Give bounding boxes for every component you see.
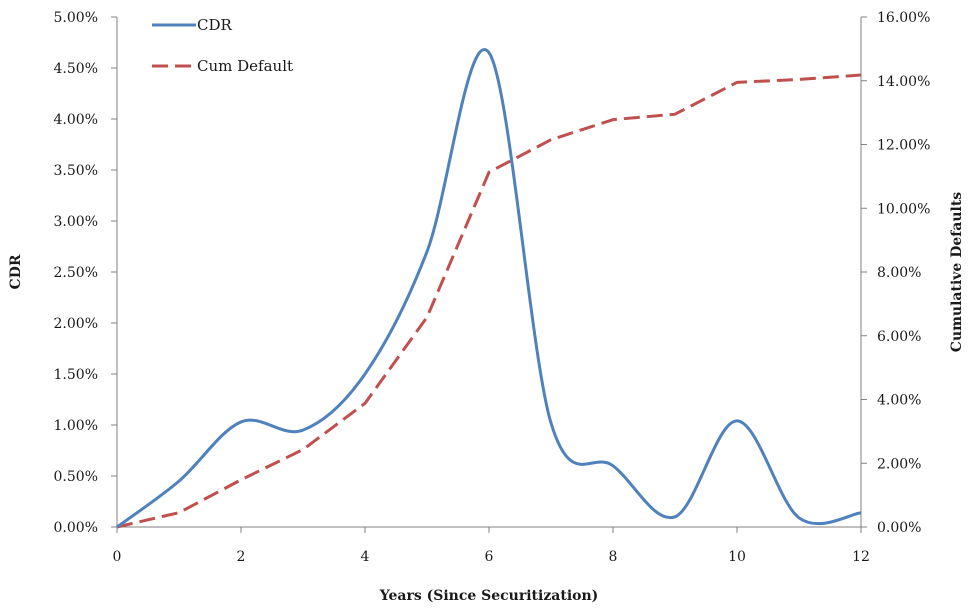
left-y-tick-label: 0.00% xyxy=(54,520,98,536)
x-axis-ticks: 0 2 4 6 8 10 12 xyxy=(113,527,870,565)
left-y-tick-label: 4.50% xyxy=(54,61,98,77)
series-line-cum-default xyxy=(116,73,862,529)
right-y-axis-title: Cumulative Defaults xyxy=(949,192,965,353)
right-y-tick-label: 8.00% xyxy=(877,265,921,281)
x-tick-label: 2 xyxy=(237,549,246,565)
left-y-axis-ticks: 0.00% 0.50% 1.00% 1.50% 2.00% 2.50% 3.00% 3.50%… xyxy=(54,10,117,536)
x-tick-label: 0 xyxy=(113,549,122,565)
right-y-tick-label: 10.00% xyxy=(877,201,930,217)
left-y-tick-label: 1.00% xyxy=(54,418,98,434)
legend-label-cdr: CDR xyxy=(197,16,233,34)
left-y-axis-title: CDR xyxy=(8,254,24,289)
legend-item-cdr: CDR xyxy=(152,16,233,34)
legend-label-cum-default: Cum Default xyxy=(197,57,293,75)
x-tick-label: 8 xyxy=(609,549,618,565)
right-y-tick-label: 16.00% xyxy=(877,10,930,26)
left-y-tick-label: 3.00% xyxy=(54,214,98,230)
x-axis-title: Years (Since Securitization) xyxy=(379,588,599,604)
series-line-cdr xyxy=(116,48,862,529)
right-y-tick-label: 6.00% xyxy=(877,329,921,345)
legend: CDR Cum Default xyxy=(152,16,293,75)
plot-area: 0 2 4 6 8 10 12 0.00% 0.50% 1.00% 1.50% 2.00% 2.50%… xyxy=(54,10,931,565)
right-y-tick-label: 14.00% xyxy=(877,74,930,90)
left-y-tick-label: 1.50% xyxy=(54,367,98,383)
x-tick-label: 10 xyxy=(728,549,746,565)
x-tick-label: 4 xyxy=(361,549,370,565)
legend-item-cum-default: Cum Default xyxy=(152,57,293,75)
left-y-tick-label: 2.50% xyxy=(54,265,98,281)
left-y-tick-label: 0.50% xyxy=(54,469,98,485)
right-y-tick-label: 12.00% xyxy=(877,138,930,154)
right-y-tick-label: 2.00% xyxy=(877,456,921,472)
left-y-tick-label: 3.50% xyxy=(54,163,98,179)
left-y-tick-label: 2.00% xyxy=(54,316,98,332)
x-tick-label: 6 xyxy=(485,549,494,565)
left-y-tick-label: 5.00% xyxy=(54,10,98,26)
x-tick-label: 12 xyxy=(852,549,870,565)
right-y-axis-ticks: 0.00% 2.00% 4.00% 6.00% 8.00% 10.00% 12.00% 14.… xyxy=(861,10,930,536)
series-layer xyxy=(116,48,862,529)
right-y-tick-label: 4.00% xyxy=(877,393,921,409)
right-y-tick-label: 0.00% xyxy=(877,520,921,536)
left-y-tick-label: 4.00% xyxy=(54,112,98,128)
